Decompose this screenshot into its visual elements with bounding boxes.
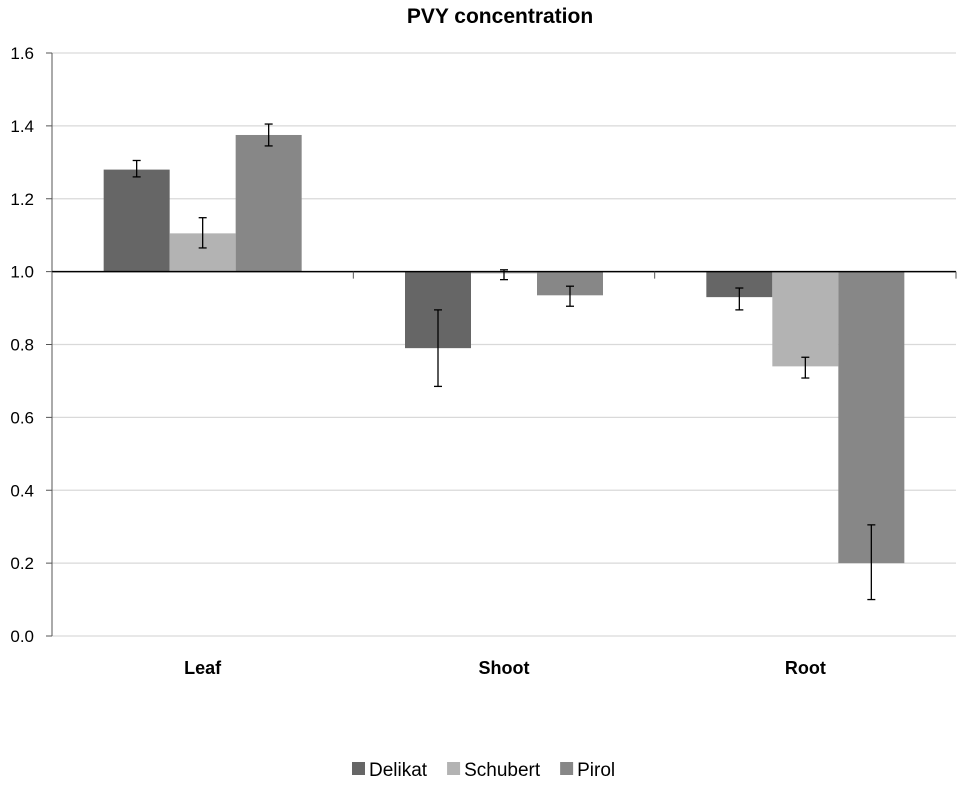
y-tick-label: 0.4	[10, 481, 34, 500]
bar-pirol-root	[838, 271, 905, 564]
y-tick-label: 0.8	[10, 336, 34, 355]
bar-schubert-root	[772, 271, 839, 367]
error-bar-schubert-root	[801, 356, 810, 379]
y-tick-label: 0.6	[10, 408, 34, 427]
legend-swatch-pirol	[560, 762, 574, 775]
category-label-leaf: Leaf	[184, 658, 222, 678]
bar-series	[103, 134, 905, 564]
error-bar-delikat-shoot	[434, 309, 442, 388]
legend-swatch-delikat	[352, 762, 365, 775]
y-tick-label: 1.2	[10, 190, 34, 209]
error-bar-schubert-shoot	[500, 269, 508, 281]
chart-title: PVY concentration	[407, 5, 593, 28]
error-bar-pirol-root	[867, 524, 876, 601]
y-tick-label: 1.6	[10, 44, 34, 63]
legend-swatch-schubert	[447, 762, 461, 775]
bar-pirol-shoot	[537, 271, 603, 296]
y-tick-label: 0.2	[10, 554, 34, 573]
y-axis: 0.0 0.2 0.4 0.6 0.8 1.0 1.2 1.4 1.6	[10, 44, 53, 646]
category-label-root: Root	[785, 658, 826, 678]
category-label-shoot: Shoot	[479, 658, 530, 678]
y-tick-label: 1.0	[10, 263, 34, 282]
category-labels: Leaf Shoot Root	[184, 658, 826, 678]
legend-label-schubert: Schubert	[464, 760, 541, 781]
legend-label-pirol: Pirol	[577, 760, 615, 781]
bar-delikat-leaf	[103, 169, 170, 272]
y-tick-label: 1.4	[10, 117, 34, 136]
error-bar-pirol-shoot	[566, 285, 574, 307]
error-bars	[132, 123, 876, 601]
error-bar-pirol-leaf	[264, 123, 273, 147]
legend-label-delikat: Delikat	[369, 760, 428, 781]
y-tick-label: 0.0	[10, 627, 34, 646]
legend: Delikat Schubert Pirol	[352, 760, 615, 781]
bar-pirol-leaf	[235, 134, 302, 272]
error-bar-delikat-leaf	[132, 159, 141, 178]
error-bar-delikat-root	[735, 287, 744, 311]
error-bar-schubert-leaf	[198, 217, 207, 249]
